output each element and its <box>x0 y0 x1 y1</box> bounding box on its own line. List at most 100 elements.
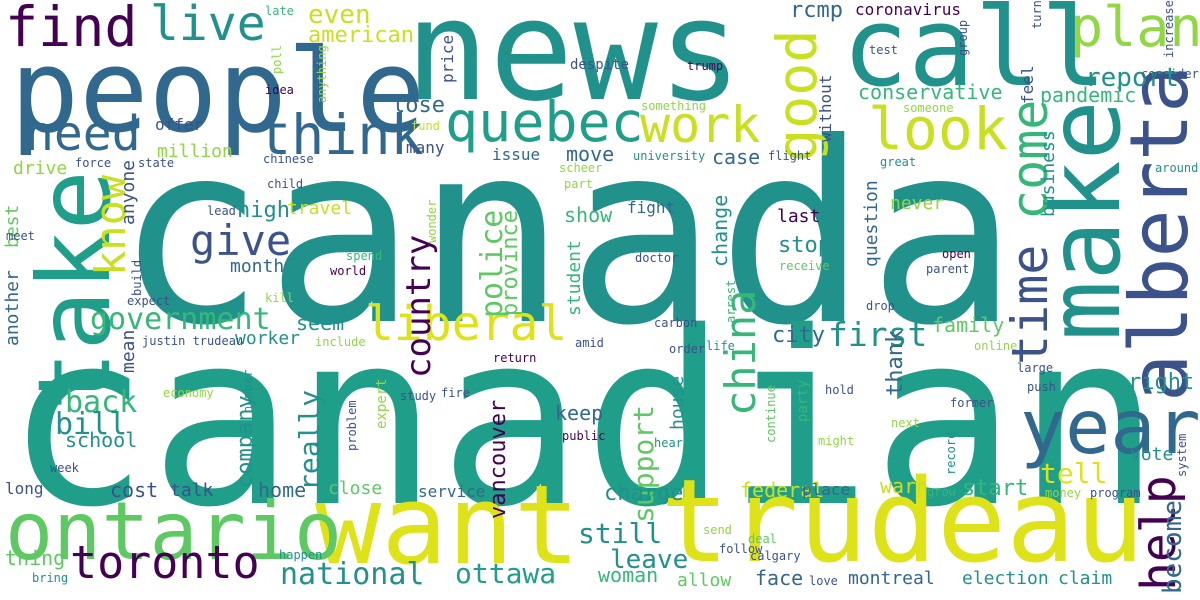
cloud-word: business <box>1038 130 1059 217</box>
cloud-word: first <box>828 315 928 354</box>
cloud-word: state <box>138 156 175 170</box>
cloud-word: never <box>890 193 945 214</box>
cloud-word: issue <box>492 145 541 164</box>
cloud-word: might <box>818 434 855 448</box>
cloud-word: high <box>237 198 290 223</box>
cloud-word: party <box>795 379 811 422</box>
cloud-word: city <box>772 323 825 348</box>
cloud-word: lead <box>207 204 236 218</box>
cloud-word: vote <box>1130 444 1174 465</box>
cloud-word: month <box>230 256 285 277</box>
cloud-word: test <box>869 43 898 57</box>
cloud-word: bill <box>55 407 128 442</box>
cloud-word: receive <box>779 259 830 273</box>
cloud-word: spend <box>346 249 383 263</box>
cloud-word: report <box>1085 63 1179 93</box>
cloud-word: late <box>265 4 294 18</box>
cloud-word: money <box>1045 486 1082 500</box>
cloud-word: many <box>406 138 445 157</box>
cloud-word: alberta <box>1113 64 1200 402</box>
cloud-word: offer <box>155 115 204 134</box>
cloud-word: question <box>861 180 882 267</box>
cloud-word: economy <box>163 386 214 400</box>
cloud-word: pandemic <box>1040 83 1137 107</box>
cloud-word: province <box>498 210 523 316</box>
cloud-word: week <box>50 461 79 475</box>
cloud-word: want <box>315 461 580 589</box>
cloud-word: push <box>1027 380 1056 394</box>
cloud-word: carbon <box>654 316 698 330</box>
cloud-word: hold <box>825 383 854 397</box>
cloud-word: amid <box>575 336 604 350</box>
cloud-word: love <box>809 574 838 588</box>
cloud-word: move <box>566 142 615 166</box>
cloud-word: increase <box>1162 0 1176 58</box>
cloud-word: expert <box>374 378 390 429</box>
cloud-word: thing <box>5 546 66 570</box>
cloud-word: arrest <box>724 279 738 323</box>
cloud-word: school <box>65 428 138 452</box>
cloud-word: build <box>130 259 144 296</box>
cloud-word: government <box>90 302 271 337</box>
cloud-word: ontario <box>5 485 343 578</box>
cloud-word: million <box>157 141 233 162</box>
cloud-word: drive <box>13 158 68 179</box>
cloud-word: drop <box>866 299 895 313</box>
cloud-word: leave <box>610 545 689 575</box>
cloud-word: turn <box>1030 0 1044 29</box>
cloud-word: parent <box>926 262 970 276</box>
cloud-word: really <box>293 389 326 491</box>
cloud-word: something <box>641 99 707 113</box>
cloud-word: close <box>328 478 383 499</box>
cloud-word: start <box>962 476 1029 501</box>
cloud-word: continue <box>764 385 778 443</box>
cloud-word: system <box>1175 433 1189 477</box>
cloud-word: former <box>950 396 994 410</box>
cloud-word: fight <box>627 198 676 217</box>
cloud-word: someone <box>903 101 954 115</box>
cloud-word: give <box>190 216 292 265</box>
cloud-word: anyone <box>118 159 139 225</box>
cloud-word: travel <box>287 198 353 219</box>
cloud-word: federal <box>740 478 825 502</box>
cloud-word: allow <box>677 570 732 591</box>
cloud-word: poll <box>270 45 284 74</box>
cloud-word: chinese <box>263 152 314 166</box>
cloud-word: life <box>706 339 735 353</box>
cloud-word: charge <box>604 481 684 506</box>
cloud-word: anything <box>315 45 329 103</box>
cloud-word: send <box>703 523 732 537</box>
cloud-word: open <box>942 247 971 261</box>
cloud-word: stop <box>778 233 831 258</box>
cloud-word: ottawa <box>455 557 557 590</box>
cloud-word: claim <box>1058 568 1113 589</box>
cloud-word: calgary <box>750 549 801 563</box>
cloud-word: kill <box>265 291 294 305</box>
cloud-word: part <box>564 177 593 191</box>
cloud-word: coronavirus <box>855 0 961 19</box>
cloud-word: election <box>962 568 1049 589</box>
cloud-word: people <box>10 25 426 159</box>
cloud-word: seem <box>296 311 345 335</box>
cloud-word: change <box>708 194 732 267</box>
cloud-word: need <box>25 106 141 162</box>
cloud-word: group <box>956 19 970 56</box>
cloud-word: consider <box>1141 67 1199 81</box>
cloud-word: canadian <box>5 280 1161 560</box>
cloud-word: price <box>438 34 457 83</box>
cloud-word: case <box>712 145 761 169</box>
cloud-word: around <box>1155 161 1199 175</box>
cloud-word: liberal <box>365 296 568 352</box>
cloud-word: trudeau <box>660 455 1145 589</box>
cloud-word: back <box>65 385 138 420</box>
cloud-word: woman <box>598 563 659 587</box>
cloud-word: warn <box>880 474 929 498</box>
cloud-word: large <box>1017 361 1054 375</box>
cloud-word: find <box>5 0 138 59</box>
cloud-word: public <box>562 429 606 443</box>
cloud-word: include <box>315 335 366 349</box>
cloud-word: cost <box>110 478 159 502</box>
cloud-word: feel <box>1018 65 1037 104</box>
cloud-word: look <box>868 95 1008 163</box>
cloud-word: order <box>669 342 706 356</box>
